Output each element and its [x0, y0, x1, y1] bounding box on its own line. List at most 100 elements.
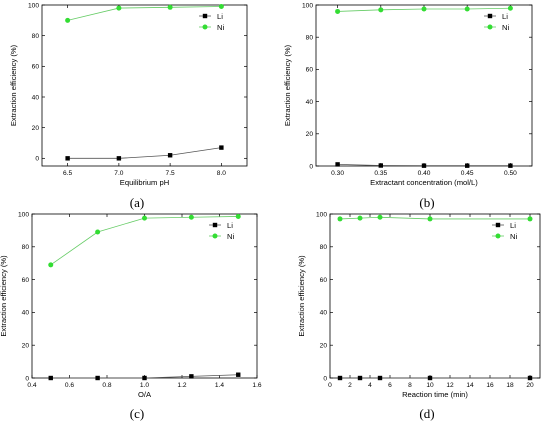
- legend-marker-li: [212, 222, 218, 228]
- chart-panel-3: 0 2 4 6 8 10 12 14 16 18 20 0 20 40 60 80 100 Reaction ti…: [297, 211, 541, 421]
- data-point-li: [378, 163, 383, 168]
- y-axis-title: Extraction efficiency (%): [0, 255, 8, 337]
- x-axis-title: Reaction time (min): [402, 390, 468, 399]
- chart-panel-0: 6.5 7.0 7.5 8.0 0 20 40 60 80 100 Equilibrium pH Ex…: [9, 2, 248, 210]
- data-point-ni: [527, 216, 533, 222]
- series-line-ni: [50, 216, 239, 266]
- chart-panel-1: 0.30 0.35 0.40 0.45 0.50 0 20 40 60 80 100 Extracta…: [283, 2, 533, 210]
- x-tick-label: 4: [368, 382, 372, 389]
- data-point-ni: [65, 17, 71, 23]
- y-tick-label: 100: [18, 211, 29, 218]
- x-tick-label: 20: [526, 382, 534, 389]
- legend-marker-ni: [212, 233, 218, 239]
- data-point-li: [465, 163, 470, 168]
- data-point-ni: [188, 214, 194, 220]
- legend-marker-ni: [495, 233, 501, 239]
- y-tick-label: 100: [28, 2, 39, 9]
- legend-marker-li: [202, 13, 208, 19]
- x-tick-label: 6: [388, 382, 392, 389]
- x-tick-label: 0.8: [102, 382, 111, 389]
- legend-marker-li: [495, 222, 501, 228]
- x-tick-label: 0.6: [65, 382, 74, 389]
- data-point-ni: [218, 4, 224, 10]
- legend-label: Ni: [217, 23, 224, 32]
- data-point-ni: [95, 229, 101, 235]
- data-point-ni: [142, 215, 147, 221]
- series-line-ni: [67, 6, 222, 21]
- legend-label: Ni: [502, 23, 509, 32]
- y-tick-label: 0: [309, 163, 313, 170]
- x-tick-label: 14: [466, 382, 474, 389]
- legend-label: Ni: [510, 232, 517, 241]
- data-point-ni: [377, 214, 383, 220]
- y-tick-label: 80: [306, 35, 314, 42]
- legend-label: Li: [227, 221, 233, 230]
- x-tick-label: 1.6: [252, 382, 261, 389]
- x-axis-title: Extractant concentration (mol/L): [370, 178, 478, 187]
- legend-label: Li: [510, 221, 516, 230]
- plot-frame: [315, 4, 533, 167]
- x-tick-label: 18: [506, 382, 514, 389]
- x-tick-label: 16: [486, 382, 494, 389]
- data-point-li: [377, 375, 383, 381]
- x-tick-label: 0.35: [374, 170, 387, 177]
- legend-marker-li: [487, 13, 493, 19]
- x-tick-label: 10: [426, 382, 434, 389]
- data-point-li: [219, 145, 224, 150]
- data-point-ni: [116, 5, 122, 11]
- plot-frame: [41, 4, 248, 167]
- chart-panel-2: 0.4 0.6 0.8 1.0 1.2 1.4 1.6 0 20 40 60 80 100 O/A Extr…: [0, 211, 262, 421]
- data-point-ni: [235, 213, 241, 219]
- data-point-li: [427, 375, 433, 381]
- y-tick-label: 0: [323, 375, 327, 382]
- data-point-ni: [507, 5, 513, 11]
- x-tick-label: 1.4: [215, 382, 224, 389]
- y-tick-label: 40: [306, 99, 314, 106]
- y-tick-label: 60: [320, 277, 328, 284]
- data-point-li: [142, 375, 147, 381]
- x-tick-label: 0.30: [331, 170, 344, 177]
- x-axis-title: O/A: [138, 390, 152, 399]
- data-point-li: [421, 163, 427, 168]
- data-point-li: [95, 375, 100, 381]
- x-tick-label: 0.45: [461, 170, 474, 177]
- x-tick-label: 8: [408, 382, 412, 389]
- data-point-ni: [378, 7, 384, 13]
- legend-marker-ni: [487, 24, 493, 30]
- y-tick-label: 80: [320, 244, 328, 251]
- x-tick-label: 1.0: [140, 382, 149, 389]
- y-tick-label: 40: [320, 310, 328, 317]
- data-point-li: [527, 375, 533, 381]
- data-point-ni: [421, 6, 427, 12]
- y-tick-label: 40: [32, 94, 40, 101]
- data-point-ni: [167, 4, 173, 10]
- y-tick-label: 40: [22, 310, 30, 317]
- y-axis-title: Extraction efficiency (%): [9, 44, 18, 126]
- legend-label: Li: [502, 12, 508, 21]
- y-tick-label: 60: [306, 67, 314, 74]
- x-tick-label: 0.50: [504, 170, 517, 177]
- legend-label: Li: [217, 12, 223, 21]
- x-axis-title: Equilibrium pH: [120, 178, 169, 187]
- plot-frame: [329, 213, 541, 379]
- y-tick-label: 20: [320, 343, 328, 350]
- y-tick-label: 60: [22, 277, 30, 284]
- x-tick-label: 8.0: [217, 170, 226, 177]
- series-line-li: [67, 147, 222, 159]
- y-tick-label: 20: [22, 343, 30, 350]
- y-tick-label: 80: [22, 244, 30, 251]
- data-point-ni: [337, 216, 343, 222]
- x-tick-label: 7.0: [114, 170, 123, 177]
- legend-label: Ni: [227, 232, 234, 241]
- y-tick-label: 100: [316, 211, 327, 218]
- data-point-li: [236, 372, 241, 377]
- plot-frame: [31, 213, 258, 379]
- x-tick-label: 1.2: [177, 382, 186, 389]
- x-tick-label: 0.4: [27, 382, 36, 389]
- y-axis-title: Extraction efficiency (%): [283, 44, 292, 126]
- legend-marker-ni: [202, 24, 208, 30]
- data-point-ni: [48, 262, 54, 268]
- data-point-ni: [427, 216, 433, 222]
- data-point-li: [189, 374, 194, 379]
